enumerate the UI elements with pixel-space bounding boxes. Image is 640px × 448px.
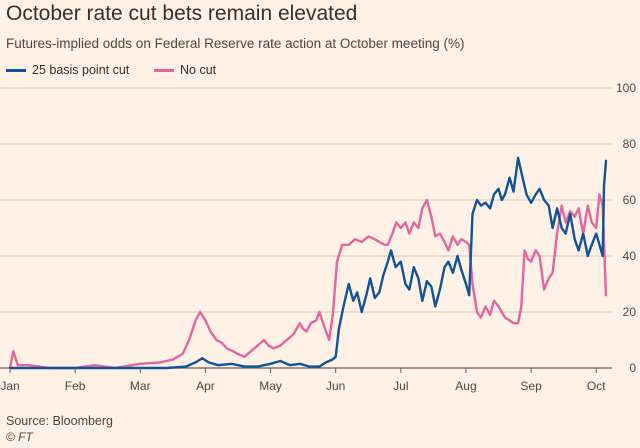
chart-title: October rate cut bets remain elevated bbox=[6, 2, 358, 25]
grid-layer bbox=[0, 87, 612, 369]
chart-subtitle: Futures-implied odds on Federal Reserve … bbox=[6, 36, 465, 51]
x-tick-label: Mar bbox=[130, 379, 151, 393]
x-tick-label: Jul bbox=[393, 379, 408, 393]
y-tick-label: 100 bbox=[616, 81, 636, 95]
series-line-25bp-cut bbox=[8, 156, 608, 370]
x-tick-label: Feb bbox=[65, 379, 86, 393]
series-line-no-cut bbox=[8, 193, 608, 370]
y-tick-label: 0 bbox=[629, 361, 636, 375]
y-tick-layer: 0 20 40 60 80 100 bbox=[616, 81, 636, 375]
x-tick-label: Aug bbox=[455, 379, 476, 393]
x-tick-label: Sep bbox=[520, 379, 542, 393]
y-tick-label: 60 bbox=[623, 193, 637, 207]
x-tick-label: Apr bbox=[196, 379, 215, 393]
y-tick-label: 40 bbox=[623, 249, 637, 263]
x-tick-label: Jan bbox=[0, 379, 19, 393]
legend-label-nocut: No cut bbox=[180, 63, 217, 77]
x-tick-label: Jun bbox=[326, 379, 345, 393]
legend-swatch-cut bbox=[6, 69, 26, 72]
source-note: Source: Bloomberg bbox=[6, 414, 114, 428]
x-tick-layer: Jan Feb Mar Apr May Jun Jul Aug Sep Oct bbox=[0, 368, 606, 393]
x-tick-label: Oct bbox=[587, 379, 606, 393]
legend-swatch-nocut bbox=[154, 69, 174, 72]
y-tick-label: 80 bbox=[623, 137, 637, 151]
y-tick-label: 20 bbox=[623, 305, 637, 319]
legend-label-cut: 25 basis point cut bbox=[32, 63, 130, 77]
x-tick-label: May bbox=[259, 379, 282, 393]
series-layer bbox=[8, 156, 608, 370]
ft-credit: © FT bbox=[6, 430, 33, 444]
